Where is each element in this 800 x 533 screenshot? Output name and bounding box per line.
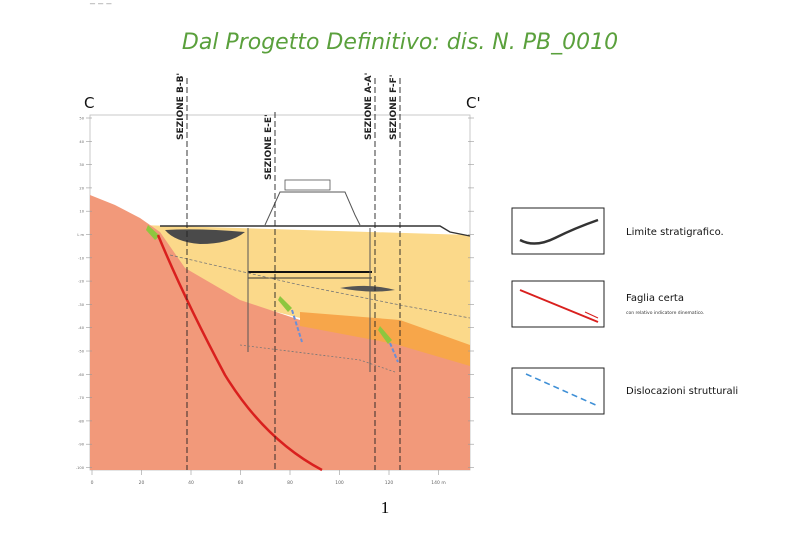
y-tick-label: -70 bbox=[78, 396, 85, 400]
ground-surface bbox=[160, 225, 471, 237]
section-start-label: C bbox=[84, 94, 94, 112]
page-title: Dal Progetto Definitivo: dis. N. PB_0010 bbox=[181, 30, 619, 55]
x-tick-label: 20 bbox=[139, 480, 145, 486]
green-marker bbox=[278, 296, 292, 312]
stratigraphic-limit bbox=[239, 344, 396, 373]
dislocation-line bbox=[291, 309, 303, 343]
x-tick-label: 40 bbox=[188, 480, 194, 486]
cut-label: SEZIONE E-E' bbox=[264, 114, 274, 180]
cut-label: SEZIONE B-B' bbox=[176, 73, 186, 140]
cut-label: SEZIONE F-F' bbox=[389, 75, 399, 140]
top-cropped-text: _ _ _ bbox=[90, 0, 111, 5]
cut-label: SEZIONE A-A' bbox=[364, 73, 374, 140]
y-tick-label: 30 bbox=[79, 163, 84, 167]
page-number: 1 bbox=[380, 498, 390, 517]
fault-icon bbox=[519, 289, 599, 323]
y-tick-label: 10 bbox=[79, 210, 84, 214]
x-tick-label: 0 bbox=[91, 480, 94, 486]
y-tick-label: L m bbox=[77, 233, 84, 237]
y-axis-ticks: 50 40 30 20 10 L m -10 -20 -30 -40 -50 -60 -70 -80 -90… bbox=[76, 117, 474, 470]
y-tick-label: -50 bbox=[78, 350, 85, 354]
y-tick-label: 40 bbox=[79, 140, 84, 144]
green-marker bbox=[378, 326, 392, 344]
y-tick-label: -30 bbox=[78, 303, 85, 307]
y-tick-label: -20 bbox=[78, 280, 85, 284]
x-tick-label: 120 bbox=[385, 480, 394, 486]
section-end-label: C' bbox=[466, 94, 481, 112]
dark-lens-small bbox=[340, 285, 395, 292]
y-tick-label: -80 bbox=[78, 419, 85, 423]
embankment bbox=[264, 191, 361, 226]
green-marker bbox=[146, 225, 160, 240]
x-axis-ticks: 0 20 40 60 80 100 120 140 m bbox=[91, 470, 446, 486]
y-tick-label: -90 bbox=[78, 443, 85, 447]
legend-label: Dislocazioni strutturali bbox=[626, 386, 738, 397]
structure-box bbox=[284, 179, 331, 191]
y-tick-label: -10 bbox=[78, 256, 85, 260]
dislocation-line bbox=[389, 342, 399, 363]
y-tick-label: 20 bbox=[79, 186, 84, 190]
dislocation-icon bbox=[525, 373, 599, 407]
stratigraphic-limit bbox=[169, 254, 471, 319]
legend-box-1 bbox=[511, 207, 605, 255]
legend-sublabel: con relativo indicatore dinematico. bbox=[626, 310, 704, 316]
legend-box-3 bbox=[511, 367, 605, 415]
dark-lens bbox=[165, 229, 245, 244]
stratigraphic-limit-icon bbox=[519, 218, 599, 245]
x-tick-label: 60 bbox=[238, 480, 244, 486]
y-tick-label: -100 bbox=[76, 466, 85, 470]
legend-box-2 bbox=[511, 280, 605, 328]
y-tick-label: -40 bbox=[78, 326, 85, 330]
fault-arrow-icon bbox=[584, 311, 599, 319]
y-tick-label: -60 bbox=[78, 373, 85, 377]
legend-label: Limite stratigrafico. bbox=[626, 227, 724, 238]
rock-layer bbox=[90, 195, 470, 470]
x-tick-label: 140 m bbox=[431, 480, 445, 486]
y-tick-label: 50 bbox=[79, 117, 84, 121]
fault-line bbox=[156, 234, 323, 472]
x-tick-label: 80 bbox=[287, 480, 293, 486]
legend-label: Faglia certa bbox=[626, 293, 684, 304]
x-tick-label: 100 bbox=[335, 480, 344, 486]
